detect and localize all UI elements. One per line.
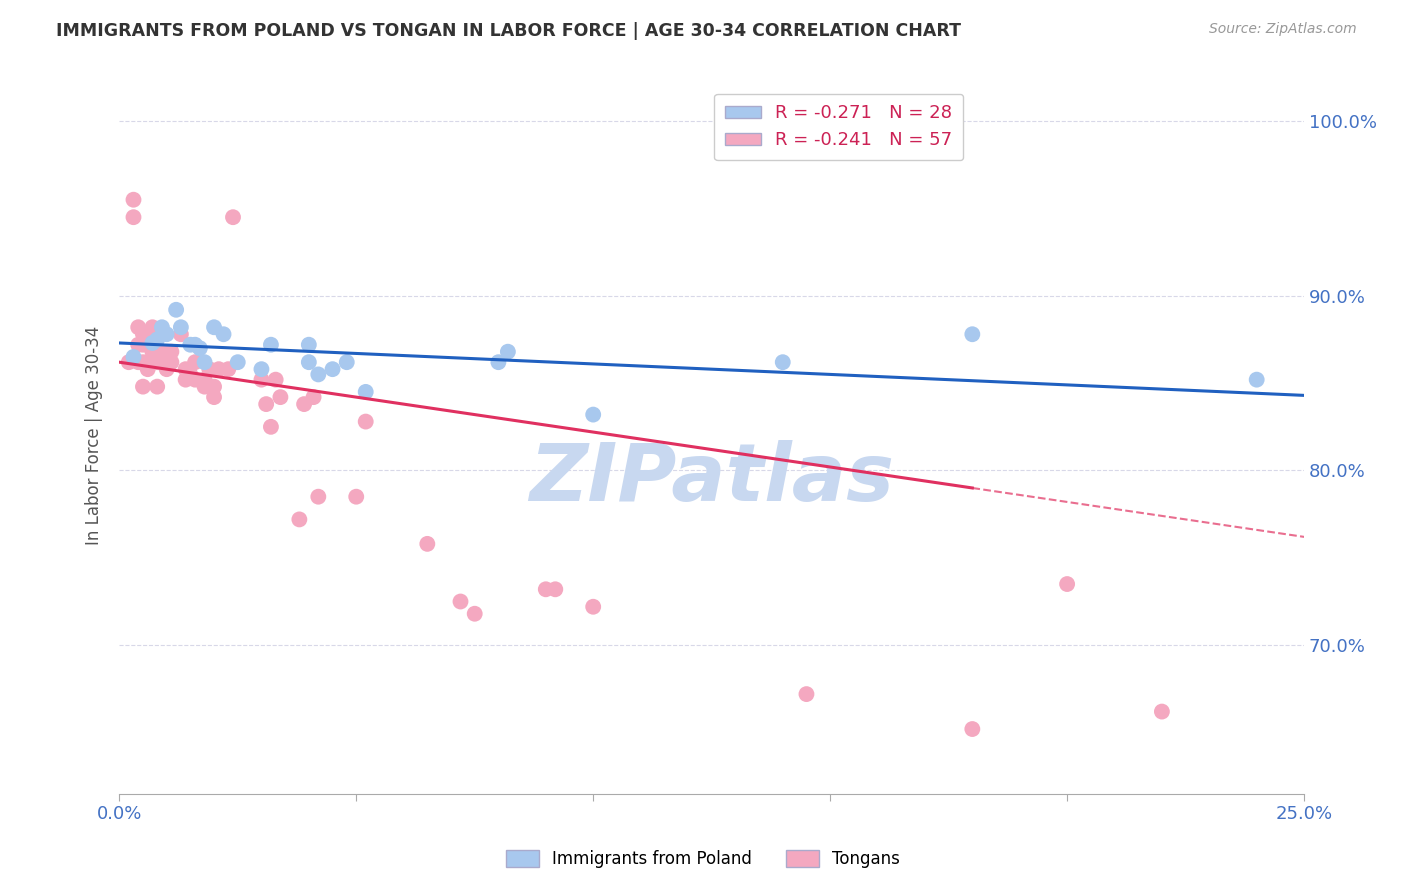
Point (226, 355, 249, 369)
Point (222, 210, 245, 224)
Point (354, 384, 377, 399)
Point (534, 582, 557, 597)
Point (160, 355, 183, 369)
Point (307, 490, 329, 504)
Point (292, 397, 315, 411)
Point (170, 327, 193, 342)
Point (208, 362, 231, 376)
Point (136, 355, 159, 369)
Point (141, 344, 163, 359)
Point (322, 362, 344, 376)
Point (288, 512, 311, 526)
Point (198, 362, 221, 376)
Point (269, 390, 291, 404)
Point (174, 373, 197, 387)
Point (250, 362, 273, 376)
Point (141, 320, 163, 334)
Point (141, 337, 163, 351)
Point (127, 355, 149, 369)
Point (179, 368, 201, 382)
Legend: Immigrants from Poland, Tongans: Immigrants from Poland, Tongans (499, 843, 907, 875)
Point (344, 490, 367, 504)
Point (962, 722, 984, 736)
Point (165, 302, 187, 317)
Point (179, 337, 201, 351)
Point (1246, 373, 1268, 387)
Point (264, 373, 287, 387)
Point (184, 373, 207, 387)
Point (302, 390, 325, 404)
Point (450, 594, 472, 608)
Point (250, 373, 273, 387)
Point (122, 210, 145, 224)
Point (486, 355, 509, 369)
Point (1056, 577, 1078, 591)
Point (174, 362, 197, 376)
Point (1150, 705, 1173, 719)
Point (132, 355, 155, 369)
Point (260, 337, 283, 351)
Point (194, 355, 217, 369)
Point (160, 344, 183, 359)
Point (336, 355, 359, 369)
Point (188, 341, 211, 355)
Point (141, 335, 163, 350)
Point (122, 193, 145, 207)
Point (127, 337, 149, 351)
Point (184, 355, 207, 369)
Point (132, 379, 155, 393)
Point (150, 320, 173, 334)
Point (150, 344, 173, 359)
Point (202, 379, 225, 393)
Point (170, 320, 193, 334)
Point (118, 355, 141, 369)
Point (132, 327, 155, 342)
Point (194, 379, 217, 393)
Point (544, 582, 567, 597)
Y-axis label: In Labor Force | Age 30-34: In Labor Force | Age 30-34 (86, 326, 103, 545)
Point (496, 344, 519, 359)
Point (307, 368, 329, 382)
Point (156, 327, 179, 342)
Point (146, 355, 169, 369)
Point (254, 397, 277, 411)
Legend: R = -0.271   N = 28, R = -0.241   N = 57: R = -0.271 N = 28, R = -0.241 N = 57 (714, 94, 963, 161)
Point (298, 337, 321, 351)
Point (416, 537, 439, 551)
Point (184, 337, 207, 351)
Text: Source: ZipAtlas.com: Source: ZipAtlas.com (1209, 22, 1357, 37)
Point (194, 373, 217, 387)
Text: ZIPatlas: ZIPatlas (529, 440, 894, 517)
Point (354, 415, 377, 429)
Point (156, 362, 179, 376)
Point (156, 355, 179, 369)
Point (202, 320, 225, 334)
Point (146, 333, 169, 347)
Point (217, 362, 239, 376)
Point (127, 320, 149, 334)
Point (796, 687, 818, 701)
Point (962, 327, 984, 342)
Point (146, 379, 169, 393)
Point (582, 599, 605, 614)
Point (298, 355, 321, 369)
Point (122, 350, 145, 364)
Point (772, 355, 794, 369)
Point (202, 390, 225, 404)
Point (260, 420, 283, 434)
Point (136, 362, 159, 376)
Point (582, 408, 605, 422)
Point (132, 337, 155, 351)
Point (212, 327, 235, 342)
Point (464, 607, 486, 621)
Text: IMMIGRANTS FROM POLAND VS TONGAN IN LABOR FORCE | AGE 30-34 CORRELATION CHART: IMMIGRANTS FROM POLAND VS TONGAN IN LABO… (56, 22, 962, 40)
